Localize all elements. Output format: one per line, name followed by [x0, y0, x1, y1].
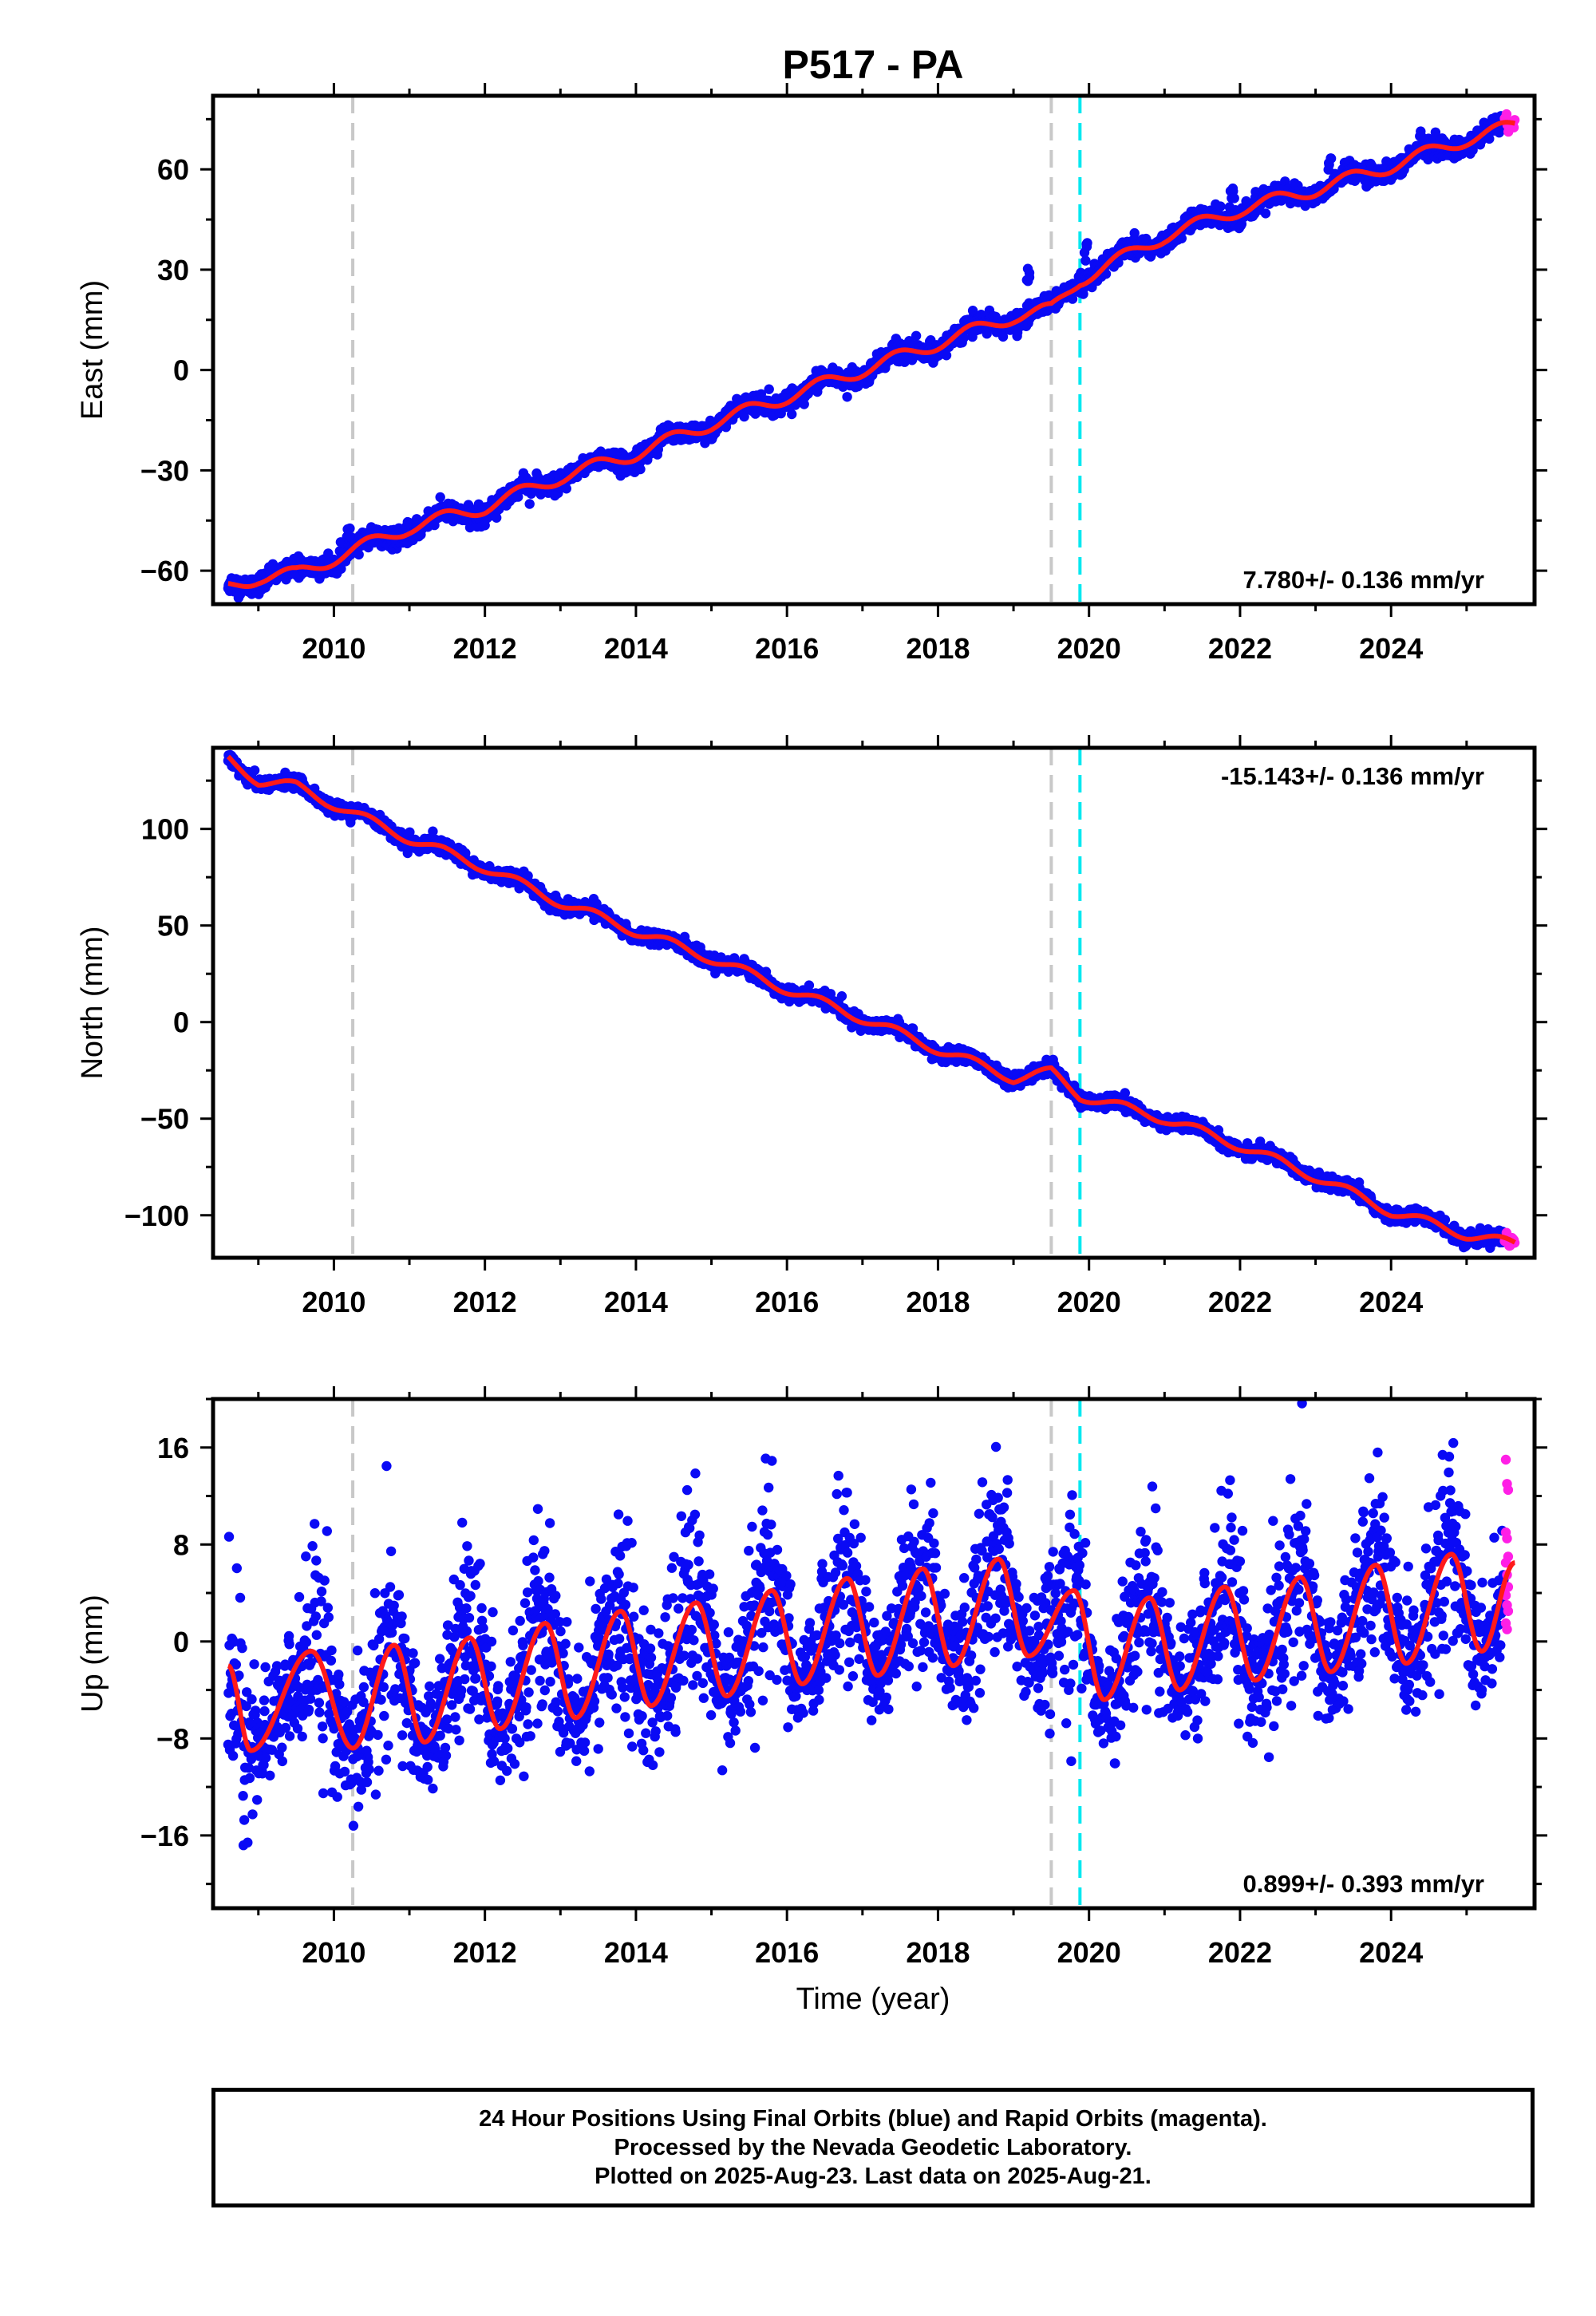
data-point-final	[354, 549, 364, 560]
x-tick-label: 2014	[604, 632, 668, 665]
plot-area-east	[223, 96, 1520, 604]
y-tick-label: −30	[140, 454, 189, 487]
data-point-final-outlier	[1024, 272, 1035, 283]
y-tick-label: −60	[140, 555, 189, 587]
data-point-final	[842, 392, 852, 402]
x-tick-label: 2018	[906, 632, 970, 665]
x-tick-label: 2024	[1359, 632, 1423, 665]
data-point-final	[998, 331, 1009, 342]
data-point-rapid	[1501, 109, 1512, 120]
x-tick-label: 2022	[1208, 632, 1272, 665]
chart-title: P517 - PA	[783, 42, 964, 87]
rate-label-east: 7.780+/- 0.136 mm/yr	[1243, 566, 1484, 594]
data-point-final	[561, 484, 571, 494]
data-point-final	[524, 499, 535, 509]
data-point-final	[336, 563, 346, 574]
data-point-final-outlier	[342, 524, 353, 535]
panel-north: 2010 2012 2014 2016 2018 2020 2022 2024−100−500…	[76, 735, 1547, 1318]
y-tick-label: 0	[173, 354, 189, 387]
x-tick-label: 2020	[1057, 632, 1121, 665]
final-orbit-points-north	[223, 749, 1510, 1253]
y-tick-label: 60	[157, 153, 189, 186]
data-point-final-outlier	[1227, 183, 1238, 194]
data-point-final	[787, 409, 797, 420]
data-point-final	[635, 464, 646, 475]
data-point-final-outlier	[1081, 241, 1092, 252]
data-point-final	[911, 330, 922, 341]
data-point-final	[1067, 294, 1078, 304]
panel-east: 2010 2012 2014 2016 2018 2020 2022 2024 −60 −30 0 3…	[76, 83, 1547, 665]
data-point-final	[1100, 269, 1112, 279]
data-point-final	[435, 492, 445, 503]
data-point-final	[799, 399, 809, 409]
data-point-final	[1260, 208, 1271, 219]
data-point-final	[492, 512, 502, 523]
x-tick-label: 2016	[755, 632, 819, 665]
data-point-final	[958, 333, 969, 343]
data-point-final	[1176, 233, 1187, 243]
data-point-final	[1129, 227, 1140, 239]
data-point-final-outlier	[1229, 193, 1239, 204]
y-axis-label-east: East (mm)	[76, 280, 109, 420]
data-point-final	[323, 548, 334, 559]
plot-area-north	[223, 748, 1520, 1258]
data-point-final	[739, 411, 749, 422]
data-point-final	[941, 350, 952, 361]
data-point-final	[836, 991, 847, 1002]
data-point-final	[1215, 201, 1226, 211]
x-tick-label: 2010	[302, 632, 365, 665]
data-point-final-outlier	[1022, 263, 1033, 274]
y-tick-label: 30	[157, 254, 189, 287]
panels-layer: 2010 2012 2014 2016 2018 2020 2022 2024 −60 −30 0 3…	[76, 83, 1547, 1969]
x-tick-label: 2012	[453, 632, 517, 665]
data-point-final-outlier	[1325, 153, 1337, 164]
data-point-final	[764, 384, 774, 394]
data-point-final	[249, 765, 260, 776]
